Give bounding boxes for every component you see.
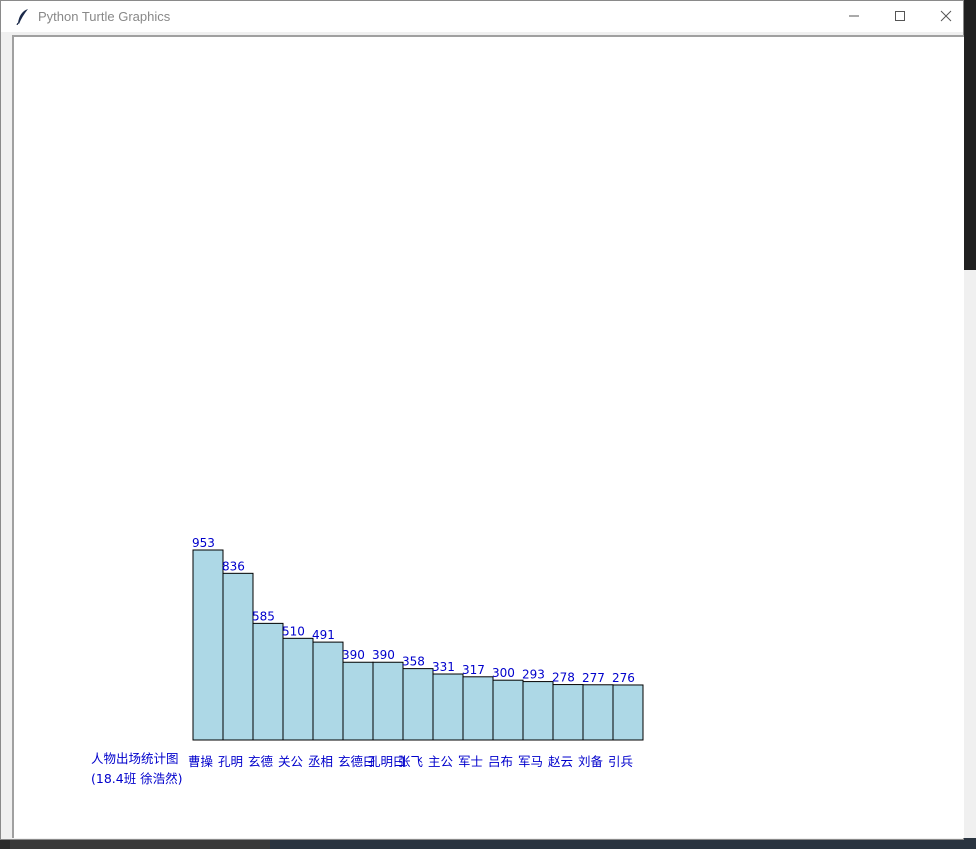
category-label-5: 玄德曰 — [338, 754, 376, 769]
category-label-11: 军马 — [518, 754, 543, 769]
category-label-2: 玄德 — [248, 754, 274, 769]
value-label-11: 293 — [522, 668, 545, 682]
title-bar[interactable]: Python Turtle Graphics — [1, 1, 963, 32]
value-label-2: 585 — [252, 609, 275, 623]
close-icon — [940, 10, 952, 22]
desktop-background-right — [964, 0, 976, 270]
bar-2 — [252, 622, 284, 741]
category-label-0: 曹操 — [188, 754, 214, 769]
value-label-12: 278 — [552, 671, 575, 685]
bar-6 — [372, 661, 404, 741]
maximize-icon — [895, 11, 905, 21]
chart-title: 人物出场统计图 — [91, 751, 179, 766]
value-label-14: 276 — [612, 671, 635, 685]
desktop-background-bottom — [270, 838, 976, 849]
category-label-14: 引兵 — [608, 754, 633, 769]
bar-13 — [582, 684, 614, 741]
category-label-12: 赵云 — [548, 754, 573, 769]
bar-5 — [342, 661, 374, 741]
value-label-8: 331 — [432, 660, 455, 674]
bar-12 — [552, 684, 584, 741]
bar-chart: 953 836 585 510 491 390 390 358 331 317 300 293 278 2… — [91, 536, 644, 786]
category-label-10: 吕布 — [488, 754, 513, 769]
value-label-7: 358 — [402, 655, 425, 669]
category-label-4: 丞相 — [308, 754, 333, 769]
value-label-6: 390 — [372, 648, 395, 662]
feather-icon — [16, 9, 28, 25]
bar-9 — [462, 676, 494, 741]
category-label-9: 军士 — [458, 754, 483, 769]
bar-4 — [312, 641, 344, 741]
turtle-window: Python Turtle Graphics 953 836 585 510 491 39… — [0, 0, 964, 840]
value-label-5: 390 — [342, 648, 365, 662]
minimize-button[interactable] — [831, 1, 877, 32]
bar-14 — [612, 684, 644, 741]
value-label-9: 317 — [462, 663, 485, 677]
turtle-canvas[interactable]: 953 836 585 510 491 390 390 358 331 317 300 293 278 2… — [12, 35, 964, 838]
category-label-13: 刘备 — [578, 754, 604, 769]
value-label-3: 510 — [282, 624, 305, 638]
value-label-10: 300 — [492, 666, 515, 680]
maximize-button[interactable] — [877, 1, 923, 32]
category-label-8: 主公 — [428, 754, 454, 769]
background-window-edge — [964, 270, 976, 849]
bar-8 — [432, 673, 464, 741]
bar-7 — [402, 668, 434, 741]
category-label-7: 张飞 — [398, 754, 423, 769]
category-label-3: 关公 — [278, 754, 304, 769]
bar-0 — [192, 549, 224, 741]
minimize-icon — [849, 15, 859, 17]
bar-11 — [522, 681, 554, 741]
bar-10 — [492, 679, 524, 741]
window-title: Python Turtle Graphics — [38, 9, 171, 24]
bar-3 — [282, 637, 314, 741]
chart-subtitle: (18.4班 徐浩然) — [91, 771, 183, 786]
category-label-6: 孔明曰 — [368, 754, 406, 769]
value-label-1: 836 — [222, 559, 245, 573]
value-label-13: 277 — [582, 671, 605, 685]
value-label-4: 491 — [312, 628, 335, 642]
bar-1 — [222, 572, 254, 741]
category-label-1: 孔明 — [218, 754, 243, 769]
value-label-0: 953 — [192, 536, 215, 550]
close-button[interactable] — [923, 1, 969, 32]
